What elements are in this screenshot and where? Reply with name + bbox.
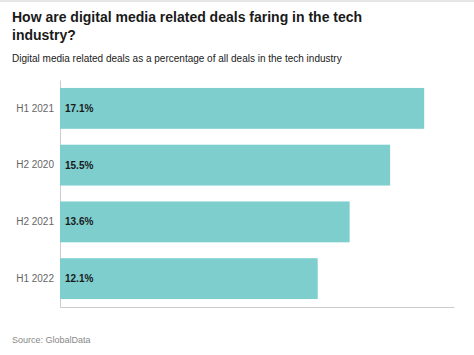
y-tick-label: H1 2022: [16, 273, 54, 284]
y-tick: H2 2021: [16, 216, 60, 227]
bar: [60, 145, 390, 186]
title: How are digital media related deals fari…: [12, 9, 362, 43]
y-tick: H2 2020: [16, 159, 60, 170]
data-labels: 17.1% 15.5% 13.6% 12.1%: [65, 103, 93, 284]
chart-container: How are digital media related deals fari…: [0, 0, 474, 355]
title-line: How are digital media related deals fari…: [12, 9, 362, 25]
source-note: Source: GlobalData: [12, 335, 91, 345]
y-axis: H1 2021 H2 2020 H2 2021 H1 2022: [16, 81, 60, 308]
data-label: 12.1%: [65, 273, 93, 284]
plot-area: H1 2021 H2 2020 H2 2021 H1 2022 17.1% 15.5% 13…: [16, 81, 454, 308]
bar: [60, 201, 350, 242]
subtitle: Digital media related deals as a percent…: [12, 53, 342, 64]
y-tick-label: H2 2021: [16, 216, 54, 227]
data-label: 13.6%: [65, 216, 93, 227]
bars: [60, 88, 424, 299]
title-line: industry?: [12, 27, 76, 43]
x-axis-line: [61, 307, 455, 308]
data-label: 15.5%: [65, 160, 93, 171]
y-tick: H1 2021: [16, 103, 60, 114]
data-label: 17.1%: [65, 103, 93, 114]
top-rule: [0, 1, 474, 2]
y-tick-label: H1 2021: [16, 103, 54, 114]
bar: [60, 88, 424, 129]
y-tick: H1 2022: [16, 273, 60, 284]
x-axis: [61, 307, 455, 308]
chart-svg: How are digital media related deals fari…: [0, 0, 474, 355]
y-tick-label: H2 2020: [16, 159, 54, 170]
bar: [60, 258, 318, 299]
